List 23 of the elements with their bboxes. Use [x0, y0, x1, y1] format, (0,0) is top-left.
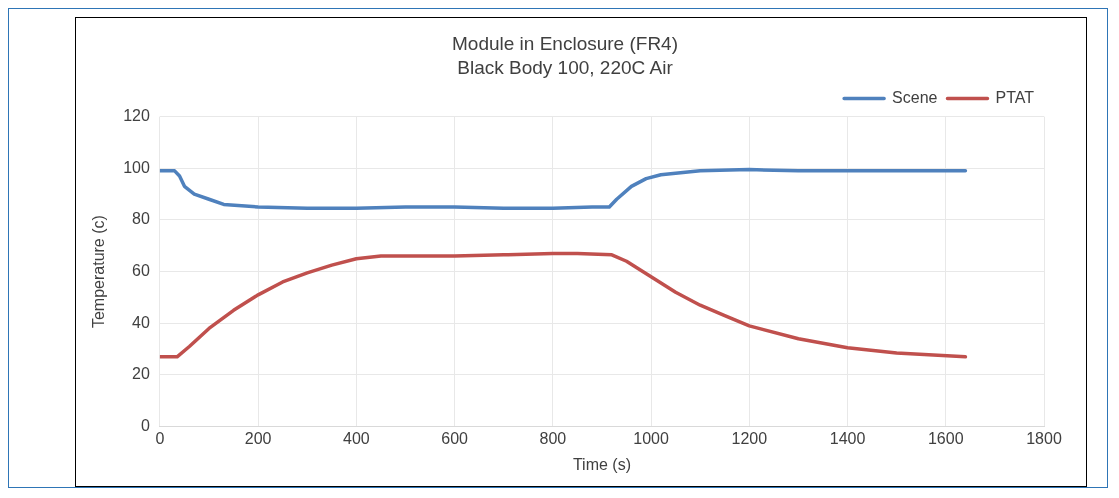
chart-title: Module in Enclosure (FR4): [452, 32, 678, 54]
x-tick-label: 800: [539, 429, 567, 447]
legend-label: PTAT: [995, 89, 1035, 107]
x-tick-label: 200: [244, 429, 272, 447]
x-tick-label: 1400: [829, 429, 866, 447]
x-tick-label: 1800: [1026, 429, 1062, 447]
chart-subtitle: Black Body 100, 220C Air: [457, 57, 674, 79]
x-tick-label: 1200: [731, 429, 768, 447]
x-tick-label: 1000: [633, 429, 669, 447]
y-tick-label: 0: [140, 417, 150, 435]
x-axis-title: Time (s): [572, 455, 631, 473]
y-tick-label: 80: [132, 210, 150, 228]
y-tick-label: 40: [132, 313, 150, 331]
y-tick-label: 20: [132, 365, 150, 383]
x-tick-label: 0: [155, 429, 165, 447]
x-tick-label: 1600: [927, 429, 964, 447]
y-axis-title: Temperature (c): [90, 215, 108, 329]
legend-label: Scene: [892, 89, 938, 107]
x-tick-label: 600: [441, 429, 469, 447]
y-tick-label: 60: [132, 262, 150, 280]
y-tick-label: 120: [123, 107, 150, 125]
y-tick-label: 100: [123, 158, 150, 176]
x-tick-label: 400: [343, 429, 370, 447]
